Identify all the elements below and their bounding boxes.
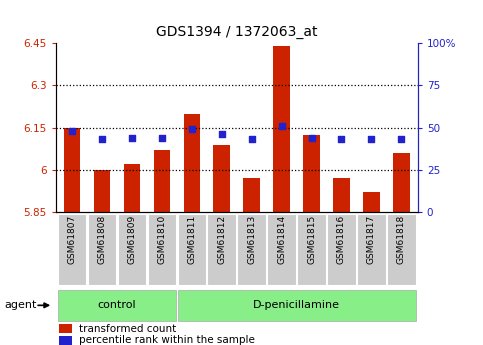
Point: [248, 137, 256, 142]
Point: [368, 137, 375, 142]
FancyBboxPatch shape: [58, 214, 86, 285]
Bar: [64, 128, 80, 212]
Bar: [59, 336, 72, 345]
FancyBboxPatch shape: [298, 214, 326, 285]
Bar: [303, 135, 320, 212]
FancyBboxPatch shape: [118, 214, 146, 285]
FancyBboxPatch shape: [387, 214, 415, 285]
Bar: [154, 150, 170, 212]
Text: GSM61815: GSM61815: [307, 215, 316, 264]
Text: GSM61816: GSM61816: [337, 215, 346, 264]
Text: GSM61811: GSM61811: [187, 215, 196, 264]
Bar: [213, 145, 230, 212]
Text: percentile rank within the sample: percentile rank within the sample: [79, 335, 255, 345]
FancyBboxPatch shape: [268, 214, 296, 285]
FancyBboxPatch shape: [327, 214, 355, 285]
Text: GSM61818: GSM61818: [397, 215, 406, 264]
Bar: [59, 324, 72, 333]
Text: GSM61810: GSM61810: [157, 215, 166, 264]
Point: [128, 135, 136, 140]
Point: [278, 123, 285, 129]
FancyBboxPatch shape: [178, 214, 206, 285]
Text: agent: agent: [5, 300, 37, 310]
Bar: [333, 178, 350, 212]
Title: GDS1394 / 1372063_at: GDS1394 / 1372063_at: [156, 25, 317, 39]
Text: GSM61812: GSM61812: [217, 215, 226, 264]
Bar: [94, 170, 110, 212]
Text: control: control: [98, 300, 136, 310]
Text: transformed count: transformed count: [79, 324, 176, 334]
Text: GSM61813: GSM61813: [247, 215, 256, 264]
Bar: [124, 164, 140, 212]
Point: [218, 132, 226, 137]
FancyBboxPatch shape: [357, 214, 385, 285]
FancyBboxPatch shape: [148, 214, 176, 285]
Text: GSM61814: GSM61814: [277, 215, 286, 264]
Text: GSM61809: GSM61809: [128, 215, 136, 264]
Text: GSM61817: GSM61817: [367, 215, 376, 264]
Point: [398, 137, 405, 142]
Text: GSM61807: GSM61807: [68, 215, 76, 264]
Point: [68, 128, 76, 134]
Text: GSM61808: GSM61808: [98, 215, 106, 264]
FancyBboxPatch shape: [178, 290, 415, 321]
FancyBboxPatch shape: [238, 214, 266, 285]
Bar: [393, 153, 410, 212]
Point: [188, 127, 196, 132]
Bar: [273, 46, 290, 212]
FancyBboxPatch shape: [208, 214, 236, 285]
Point: [338, 137, 345, 142]
Point: [308, 135, 315, 140]
Text: D-penicillamine: D-penicillamine: [253, 300, 340, 310]
Point: [98, 137, 106, 142]
FancyBboxPatch shape: [58, 290, 176, 321]
Bar: [243, 178, 260, 212]
Bar: [363, 193, 380, 212]
Point: [158, 135, 166, 140]
FancyBboxPatch shape: [88, 214, 116, 285]
Bar: [184, 114, 200, 212]
